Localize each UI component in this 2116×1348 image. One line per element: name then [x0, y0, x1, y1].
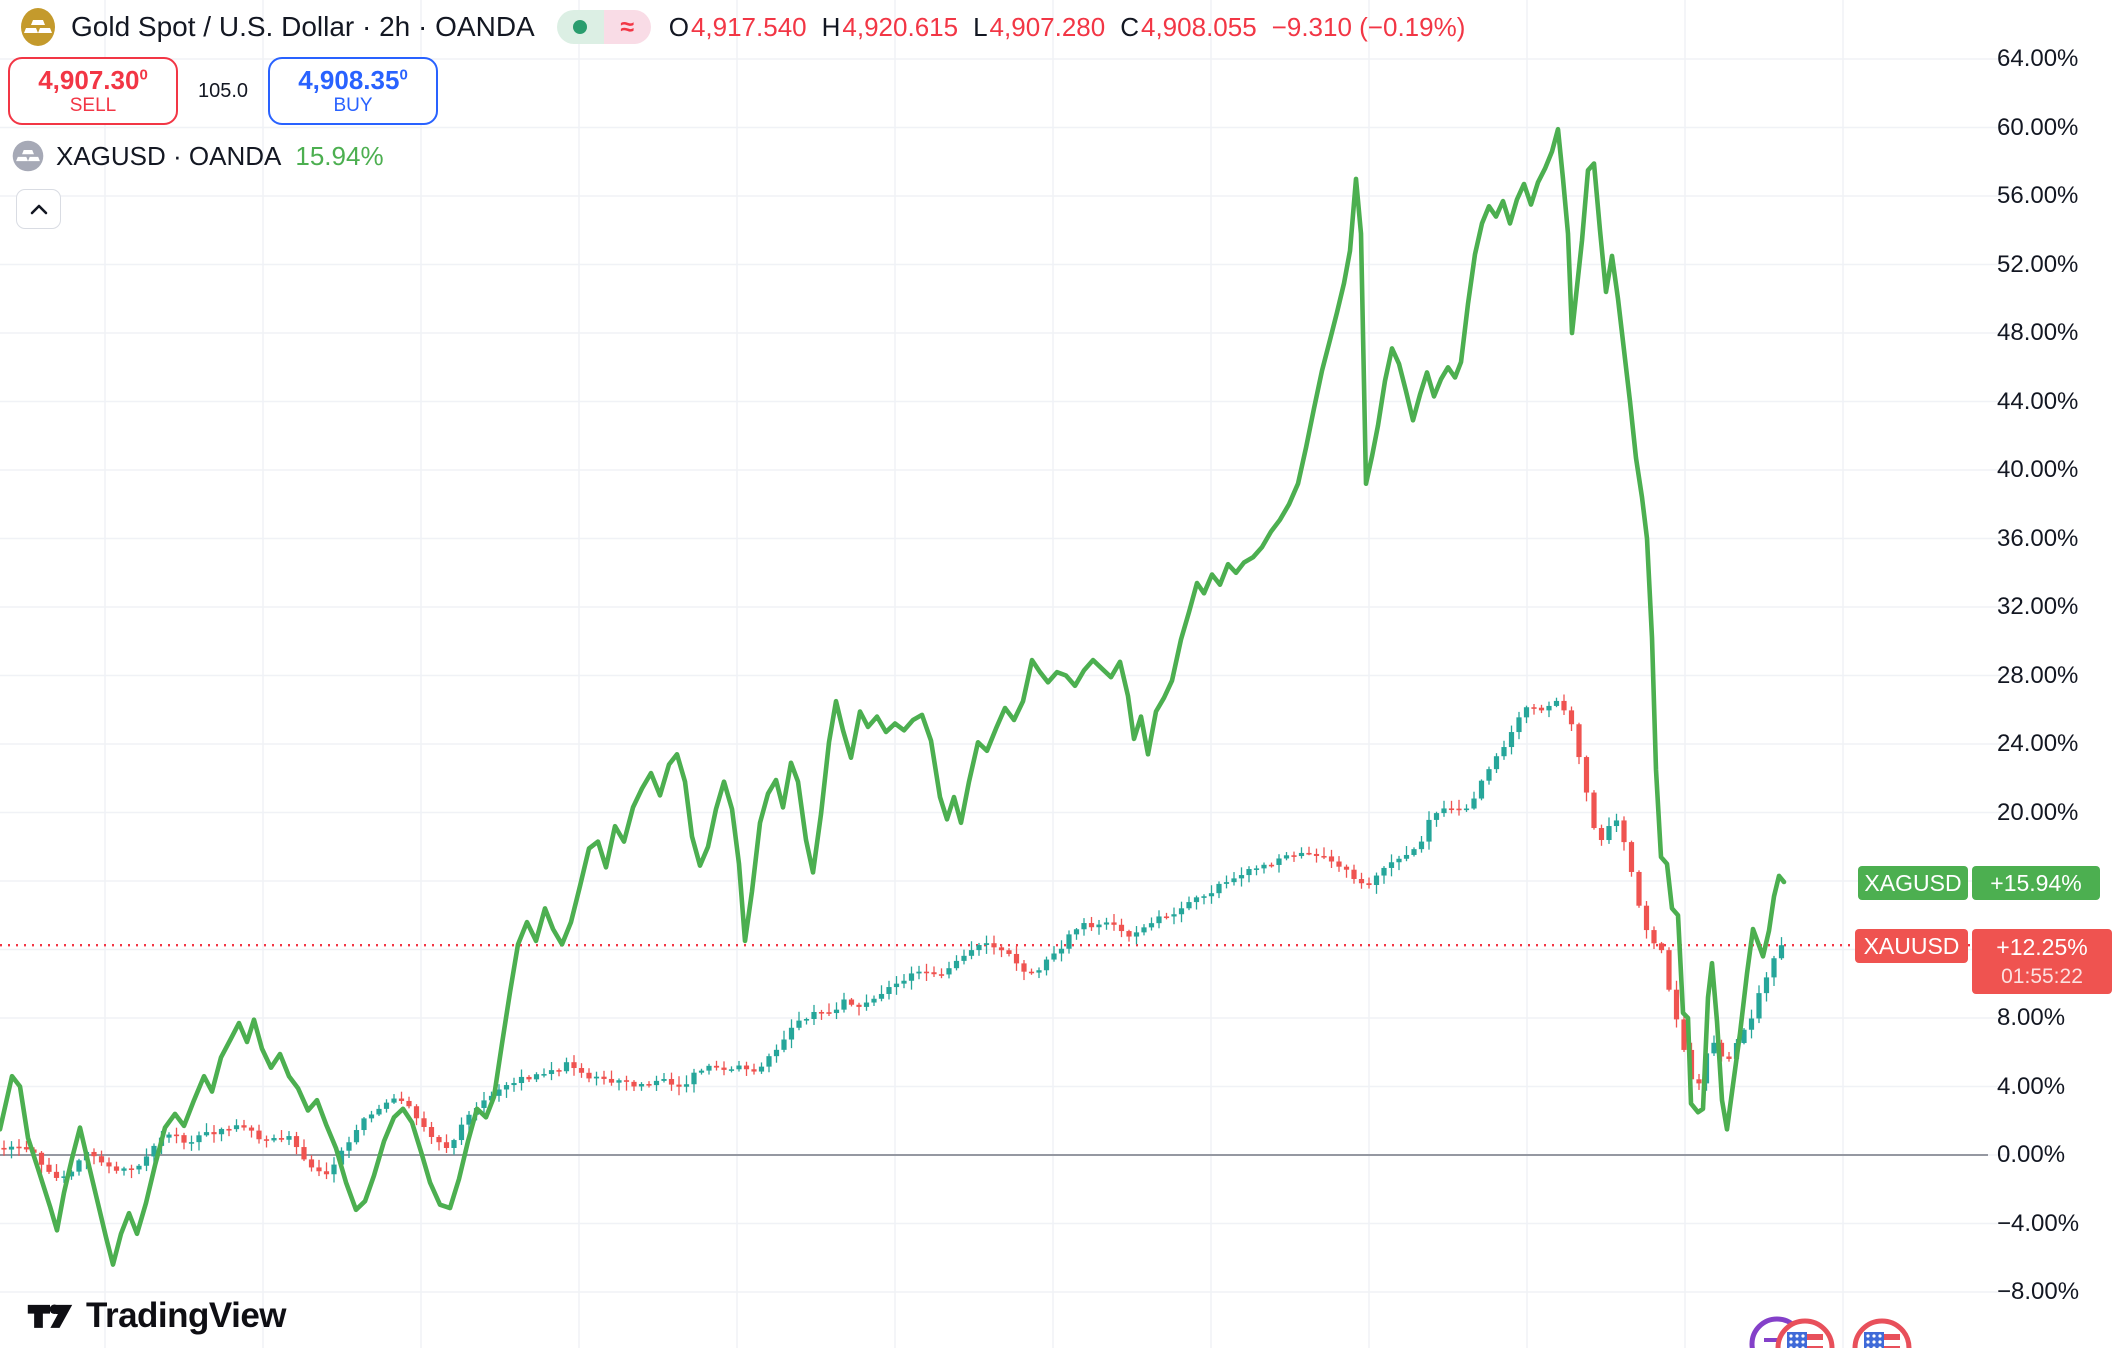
high-label: H: [821, 11, 841, 42]
gold-bars-icon: [21, 8, 55, 46]
low-value: 4,907.280: [989, 11, 1106, 42]
price-scale-tick-label: 60.00%: [1997, 113, 2079, 141]
ohlc-readout: O4,917.540 H4,920.615 L4,907.280 C4,908.…: [669, 12, 1466, 43]
trade-panel: 4,907.300 SELL 105.0 4,908.350 BUY: [8, 57, 438, 125]
buy-button[interactable]: 4,908.350 BUY: [268, 57, 438, 125]
price-scale-tick-label: 52.00%: [1997, 250, 2079, 278]
xauusd-badge-percent: +12.25%: [1996, 934, 2088, 961]
silver-bars-icon: [12, 140, 44, 172]
tradingview-logo-text: TradingView: [86, 1296, 287, 1335]
xauusd-badge-symbol[interactable]: XAUUSD: [1855, 929, 1968, 963]
tradingview-mark-icon: [27, 1304, 73, 1328]
price-scale-tick-label: 28.00%: [1997, 661, 2079, 689]
price-scale-tick-label: 40.00%: [1997, 456, 2079, 483]
price-scale-tick-label: 48.00%: [1997, 319, 2079, 346]
us-flag-icon[interactable]: [1852, 1318, 1912, 1348]
grid-lines: [0, 0, 2010, 1348]
bar-countdown-timer: 01:55:22: [2001, 964, 2083, 988]
symbol-title[interactable]: Gold Spot / U.S. Dollar · 2h · OANDA: [71, 11, 535, 42]
price-scale-tick-label: 8.00%: [1997, 1004, 2066, 1031]
sell-price: 4,907.30: [38, 64, 140, 95]
price-scale-tick-label: 0.00%: [1997, 1141, 2066, 1168]
buy-price-superscript: 0: [399, 66, 408, 84]
high-value: 4,920.615: [842, 11, 959, 42]
open-label: O: [668, 11, 689, 42]
approx-data-icon: ≈: [603, 10, 651, 44]
spread-value: 105.0: [197, 79, 249, 102]
compare-change-percent: 15.94%: [295, 140, 384, 171]
sell-price-superscript: 0: [139, 66, 148, 84]
corner-widgets[interactable]: [1742, 1312, 1982, 1348]
price-scale-tick-label: 24.00%: [1997, 730, 2079, 757]
price-scale-tick-label: 44.00%: [1997, 387, 2079, 415]
buy-label: BUY: [333, 94, 373, 116]
price-scale-tick-label: 20.00%: [1997, 798, 2079, 826]
xagusd-badge-symbol[interactable]: XAGUSD: [1858, 866, 1968, 900]
price-scale-tick-label: −8.00%: [1997, 1278, 2080, 1305]
chevron-up-icon: [30, 204, 47, 214]
sell-button[interactable]: 4,907.300 SELL: [8, 57, 178, 125]
market-open-dot-icon: [556, 10, 604, 44]
xagusd-compare-line: [0, 126, 1787, 1267]
price-scale-tick-label: 56.00%: [1997, 182, 2079, 209]
buy-price: 4,908.35: [298, 64, 400, 95]
tradingview-logo[interactable]: TradingView: [27, 1295, 287, 1337]
change-value: −9.310 (−0.19%): [1271, 11, 1466, 42]
price-scale-tick-label: 32.00%: [1997, 593, 2079, 620]
xauusd-badge-value[interactable]: +12.25% 01:55:22: [1972, 929, 2112, 994]
open-value: 4,917.540: [690, 11, 807, 42]
price-scale-tick-label: 64.00%: [1997, 45, 2079, 72]
price-scale-tick-label: 4.00%: [1997, 1072, 2066, 1100]
close-value: 4,908.055: [1141, 11, 1257, 42]
xagusd-badge-value[interactable]: +15.94%: [1972, 866, 2100, 900]
xauusd-candlestick-series: [1, 694, 1785, 1183]
chart-legend-header: Gold Spot / U.S. Dollar · 2h · OANDA ≈ O…: [18, 7, 1465, 47]
price-scale-tick-label: 36.00%: [1997, 524, 2079, 552]
sell-label: SELL: [69, 94, 117, 116]
price-scale-tick-label: −4.00%: [1997, 1209, 2080, 1237]
market-status-pill[interactable]: ≈: [556, 10, 651, 44]
close-label: C: [1120, 11, 1139, 42]
us-flag-icon[interactable]: [1775, 1318, 1835, 1348]
collapse-legend-button[interactable]: [16, 189, 61, 229]
compare-symbol-title[interactable]: XAGUSD · OANDA: [56, 140, 282, 171]
low-label: L: [973, 11, 988, 42]
compare-series-legend[interactable]: XAGUSD · OANDA 15.94%: [11, 139, 384, 173]
